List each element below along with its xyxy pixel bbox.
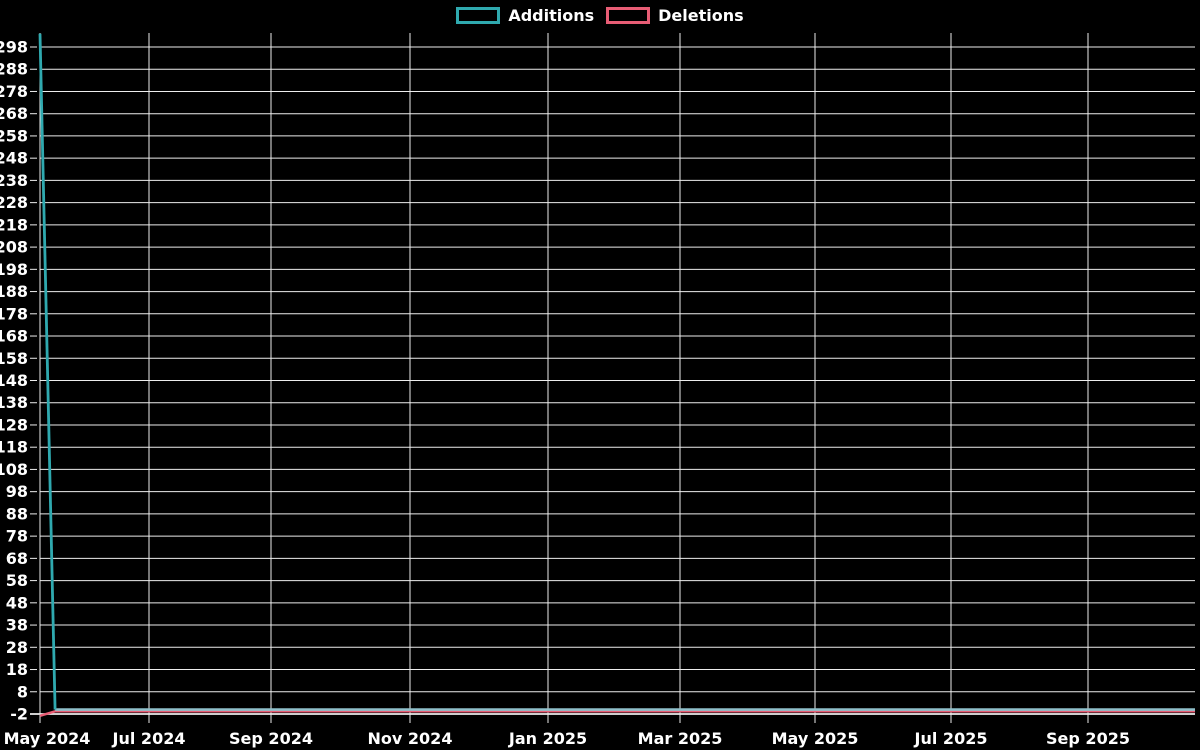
y-tick-label: 108: [0, 460, 28, 479]
y-tick-label: 218: [0, 215, 28, 234]
legend-item-deletions[interactable]: Deletions: [606, 7, 744, 24]
y-tick-label: 168: [0, 327, 28, 346]
y-tick-label: 88: [6, 504, 28, 523]
y-tick-label: 298: [0, 38, 28, 57]
y-tick-label: 288: [0, 60, 28, 79]
x-tick-label: Nov 2024: [368, 729, 453, 748]
x-tick-label: Sep 2024: [229, 729, 313, 748]
y-tick-label: 148: [0, 371, 28, 390]
y-tick-label: 118: [0, 438, 28, 457]
y-tick-label: 128: [0, 415, 28, 434]
y-tick-label: 238: [0, 171, 28, 190]
chart-legend: Additions Deletions: [0, 7, 1200, 24]
y-tick-label: 198: [0, 260, 28, 279]
x-tick-label: Mar 2025: [638, 729, 723, 748]
y-tick-label: 158: [0, 349, 28, 368]
y-tick-label: 18: [6, 660, 28, 679]
legend-item-additions[interactable]: Additions: [456, 7, 594, 24]
y-tick-label: 58: [6, 571, 28, 590]
additions-line-spike: [38, 33, 57, 710]
y-tick-label: 8: [17, 682, 28, 701]
y-tick-label: 178: [0, 304, 28, 323]
additions-swatch-icon: [456, 7, 501, 24]
x-tick-label: Jan 2025: [508, 729, 587, 748]
y-tick-label: -2: [10, 704, 28, 723]
y-tick-label: 188: [0, 282, 28, 301]
x-tick-label: May 2024: [4, 729, 91, 748]
y-tick-label: 38: [6, 616, 28, 635]
y-tick-label: 268: [0, 104, 28, 123]
x-tick-label: Jul 2025: [914, 729, 988, 748]
y-tick-label: 138: [0, 393, 28, 412]
x-tick-label: Sep 2025: [1046, 729, 1130, 748]
deletions-legend-label: Deletions: [658, 5, 744, 25]
additions-legend-label: Additions: [508, 5, 595, 25]
y-tick-label: 228: [0, 193, 28, 212]
y-tick-label: 208: [0, 238, 28, 257]
x-tick-label: Jul 2024: [112, 729, 186, 748]
y-tick-label: 48: [6, 593, 28, 612]
y-tick-label: 248: [0, 149, 28, 168]
y-tick-label: 278: [0, 82, 28, 101]
y-tick-label: 78: [6, 527, 28, 546]
deletions-swatch-icon: [606, 7, 651, 24]
deletions-line: [39, 710, 1195, 717]
y-tick-label: 98: [6, 482, 28, 501]
y-tick-label: 258: [0, 126, 28, 145]
x-tick-label: May 2025: [772, 729, 859, 748]
y-tick-label: 28: [6, 638, 28, 657]
y-tick-label: 68: [6, 549, 28, 568]
